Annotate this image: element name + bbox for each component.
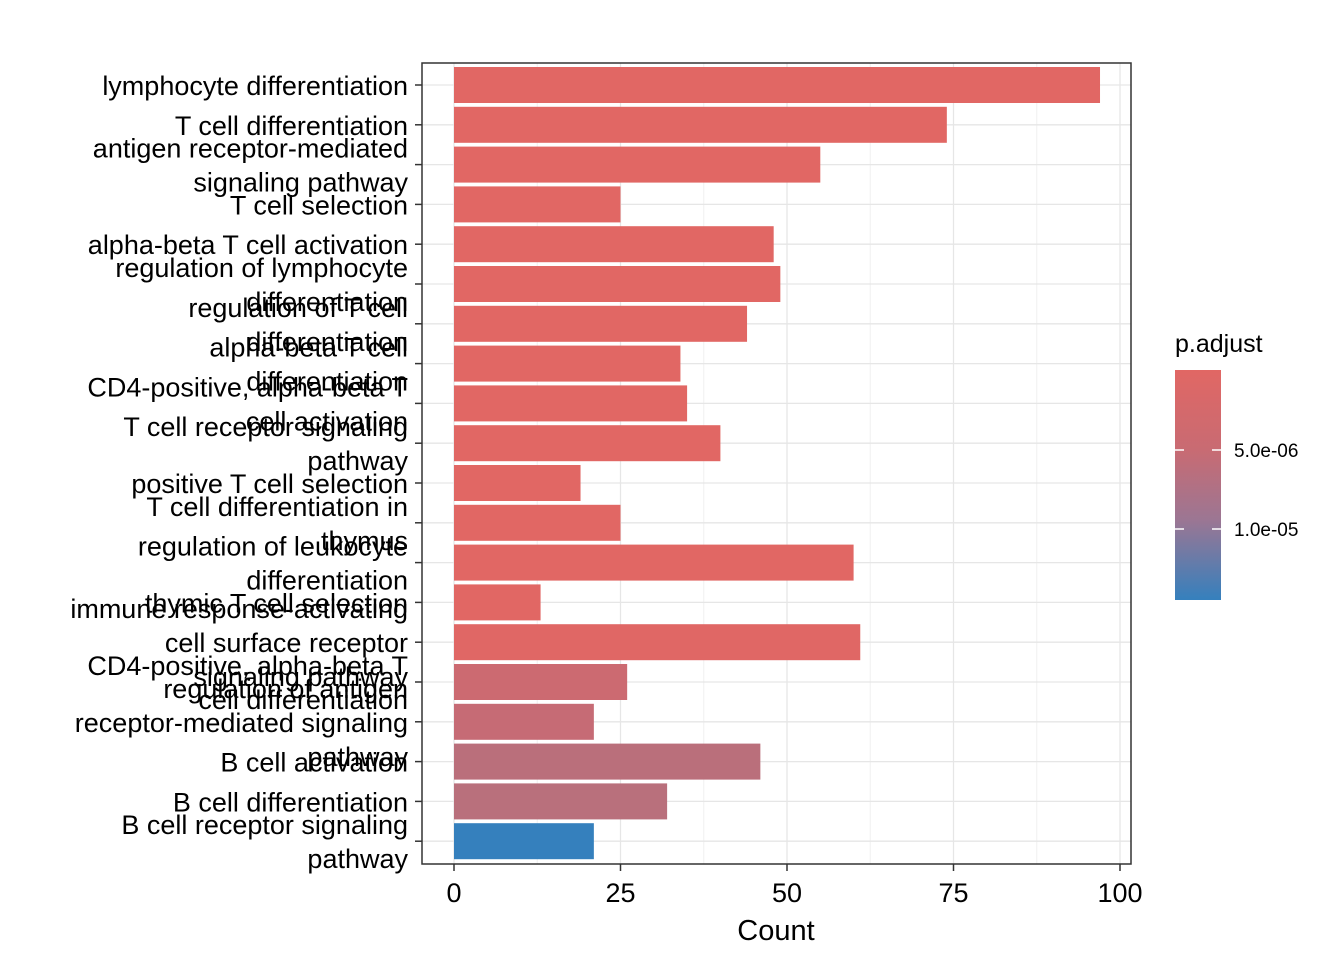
y-tick-label: B cell activation [220,748,408,778]
bar [454,664,628,700]
y-tick-label: T cell differentiation in thymus [146,492,408,556]
legend-label: 1.0e-05 [1234,520,1298,541]
bar [454,504,621,541]
bar [454,106,947,143]
bar [454,783,668,820]
x-tick-label: 100 [1097,878,1142,908]
y-tick-label: thymic T cell selection [145,588,408,618]
y-tick-label: immune response-activating cell surface r… [70,594,408,692]
x-tick-label: 75 [938,878,968,908]
x-axis-ticks: 0 25 50 75 100 [446,864,1143,908]
y-tick-label: B cell differentiation [173,787,408,817]
bar [454,385,688,422]
legend-label: 5.0e-06 [1234,441,1298,462]
bars [454,67,1101,860]
y-tick-label: B cell receptor signaling pathway [121,810,408,874]
y-axis-labels: lymphocyte differentiation T cell differe… [70,71,408,874]
y-tick-label: regulation of lymphocyte differentiation [115,253,408,317]
y-tick-label: T cell selection [230,190,408,220]
y-tick-label: T cell receptor signaling pathway [123,412,408,476]
y-tick-label: antigen receptor-mediated signaling pathw… [93,134,409,198]
y-tick-label: regulation of T cell differentiation [188,293,408,357]
y-tick-label: regulation of antigen receptor-mediated s… [75,674,409,772]
bar [454,544,854,581]
bar [454,305,748,342]
bar [454,823,594,860]
bar [454,226,774,263]
bar [454,146,821,183]
y-tick-label: regulation of leukocyte differentiation [138,532,408,596]
x-tick-label: 50 [772,878,802,908]
legend: p.adjust 5.0e-06 1.0e-05 [1175,330,1298,600]
plot-panel-border [421,62,1132,865]
bar [454,624,861,661]
x-tick-label: 25 [605,878,635,908]
bar [454,425,721,462]
bar [454,345,681,382]
y-tick-label: lymphocyte differentiation [102,71,408,101]
bar [454,266,781,302]
bar [454,743,761,780]
bar [454,584,541,621]
bar [454,186,621,223]
y-tick-label: T cell differentiation [175,111,408,141]
x-tick-label: 0 [446,878,461,908]
bar [454,67,1101,103]
y-tick-label: positive T cell selection [131,469,408,499]
y-axis-ticks [415,84,422,842]
legend-colorbar [1175,370,1221,600]
bar [454,703,594,740]
y-tick-label: alpha-beta T cell differentiation [209,333,408,397]
x-axis-title: Count [737,915,814,947]
bar [454,465,581,501]
legend-title: p.adjust [1175,330,1263,358]
y-tick-label: alpha-beta T cell activation [88,230,408,260]
